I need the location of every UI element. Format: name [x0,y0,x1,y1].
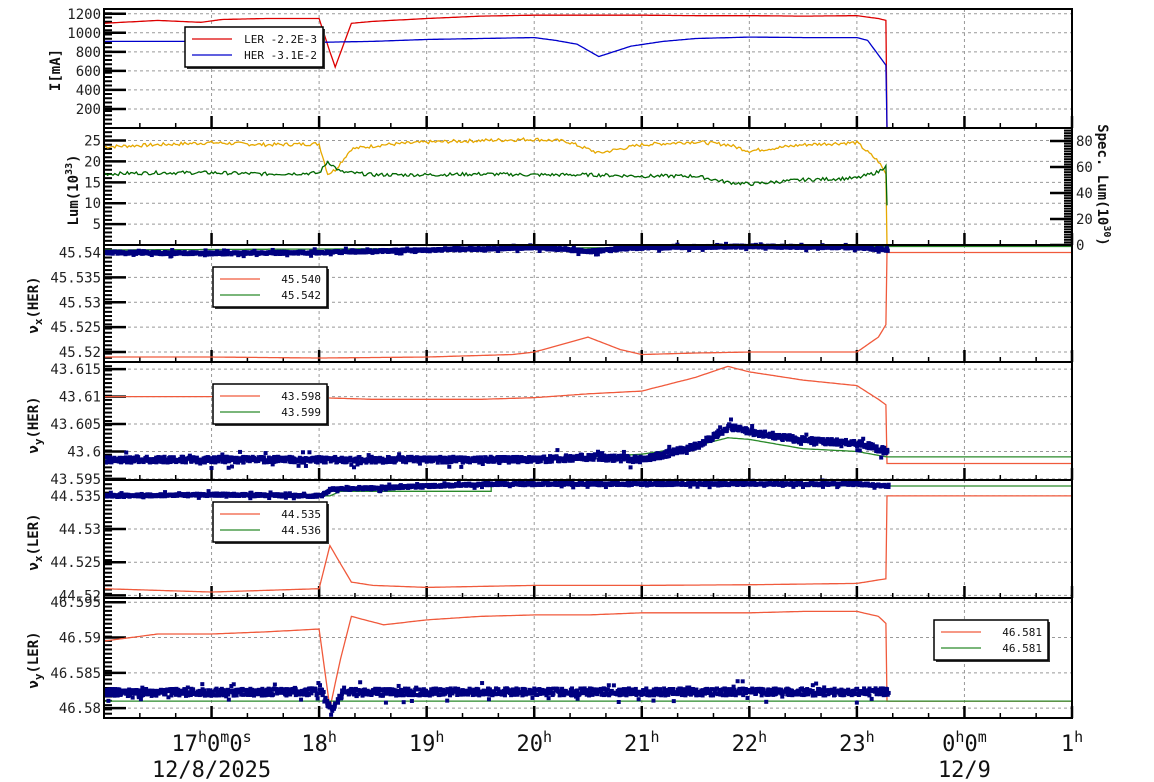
series-Spec. Lum [103,160,888,206]
xtick-label: 22h [732,728,768,757]
ytick-label: 45.535 [50,270,101,286]
legend: 45.540 45.542 [212,266,329,309]
legend-label: 44.535 [281,508,321,521]
ytick-label: 44.535 [50,489,101,505]
legend: 44.535 44.536 [212,501,329,544]
nuy-her-ylabel: νy(HER) [26,396,45,453]
legend-label: 46.581 [1002,626,1042,639]
ytick2-label: 20 [1076,212,1093,228]
ytick-label: 46.59 [59,631,101,647]
ytick2-label: 0 [1076,238,1084,254]
panel-nu-y-LER: 46.58 46.585 46.59 46.595 46.581 46.581 [50,595,1074,719]
ytick-label: 20 [84,154,101,170]
ytick2-label: 40 [1076,186,1093,202]
xtick-label: 21h [624,728,660,757]
ytick-label: 45.54 [59,245,101,261]
panel-luminosity: 5 10 15 20 25 0 20 40 60 80 [84,127,1093,254]
xtick-label: 23h [839,728,875,757]
ytick-label: 43.605 [50,417,101,433]
legend: LER -2.2E-3 HER -3.1E-2 [184,26,325,69]
series-set-red [104,251,1072,359]
ytick-label: 45.52 [59,345,101,361]
ytick-label: 44.525 [50,555,101,571]
date-label: 12/8/2025 [152,758,271,782]
ytick-label: 46.58 [59,701,101,717]
ytick-label: 45.53 [59,295,101,311]
ytick-label: 45.525 [50,320,101,336]
ytick-label: 46.585 [50,666,101,682]
ytick-label: 43.595 [50,472,101,488]
xtick-label: 20h [516,728,552,757]
ytick-label: 800 [76,45,101,61]
lum-ylabel: Lum(1033) [64,154,82,225]
ytick-label: 44.53 [59,522,101,538]
ytick-label: 43.615 [50,362,101,378]
ytick-label: 46.595 [50,595,101,611]
legend-label: 45.540 [281,273,321,286]
legend: 46.581 46.581 [933,619,1050,662]
panel-nu-x-HER: 45.52 45.525 45.53 45.535 45.54 45.540 45.542 [50,241,1074,363]
legend-label: 46.581 [1002,642,1042,655]
legend-label: 43.599 [281,406,321,419]
nux-her-ylabel: νx(HER) [26,276,45,333]
ytick2-label: 80 [1076,134,1093,150]
series-Lum [103,137,888,246]
speclum-ylabel: Spec. Lum(1030) [1094,124,1112,246]
legend: 43.598 43.599 [212,383,329,426]
ytick-label: 600 [76,64,101,80]
panel-beam-current: 200 400 600 800 1000 1200 LER -2.2E-3 HER -3.1E… [67,7,1074,129]
nux-ler-ylabel: νx(LER) [26,513,45,570]
legend-label: 45.542 [281,289,321,302]
legend-label: 44.536 [281,524,321,537]
ytick-label: 1000 [67,26,101,42]
ytick-label: 25 [84,134,101,150]
series-set-green [104,245,1072,251]
legend-label: 43.598 [281,390,321,403]
ytick2-label: 60 [1076,160,1093,176]
ytick-label: 43.61 [59,390,101,406]
legend-label: HER -3.1E-2 [244,49,317,62]
current-ylabel: I[mA] [48,49,64,91]
xtick-label: 17h0m0s [172,728,252,757]
xtick-label: 1h [1061,728,1083,757]
nuy-ler-ylabel: νy(LER) [26,631,45,688]
panel-nu-y-HER: 43.595 43.6 43.605 43.61 43.615 43.598 43.599 [50,361,1074,488]
time-axis: 17h0m0s 18h 19h 20h 21h 22h 23h 0h0m 1h 12/8/2025… [152,728,1083,782]
ytick-label: 10 [84,196,101,212]
xtick-label: 18h [301,728,337,757]
date-label: 12/9 [938,758,991,782]
ytick-label: 44.52 [59,588,101,604]
ytick-label: 5 [93,217,101,233]
ytick-label: 43.6 [67,444,101,460]
ytick-label: 400 [76,83,101,99]
panel-nu-x-LER: 44.52 44.525 44.53 44.535 44.535 44.536 [50,478,1074,604]
ytick-label: 15 [84,175,101,191]
series-set-red [103,495,1072,593]
xtick-label: 19h [409,728,445,757]
ytick-label: 1200 [67,7,101,23]
ytick-label: 200 [76,102,101,118]
legend-label: LER -2.2E-3 [244,33,317,46]
xtick-label: 0h0m [942,728,987,757]
